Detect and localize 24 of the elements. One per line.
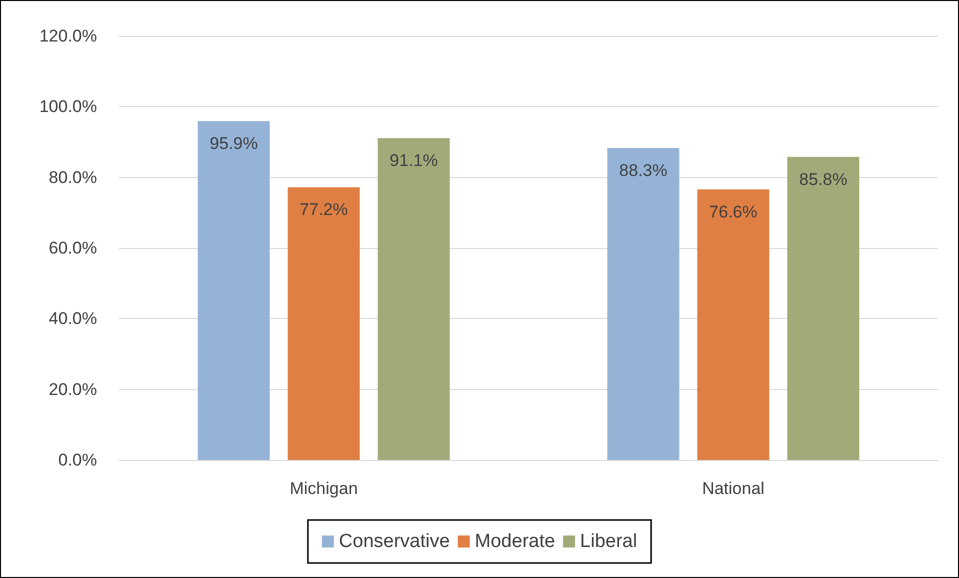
data-label: 91.1%	[390, 151, 438, 170]
y-tick-label: 60.0%	[48, 238, 97, 258]
data-label: 88.3%	[619, 161, 668, 180]
bar	[378, 138, 450, 460]
bar	[607, 148, 680, 460]
bar	[697, 189, 770, 460]
y-tick-label: 100.0%	[39, 97, 97, 116]
bar	[787, 156, 860, 460]
y-tick-label: 0.0%	[58, 450, 97, 470]
y-tick-label: 120.0%	[39, 26, 97, 46]
x-tick-label: National	[702, 479, 764, 498]
legend-label: Moderate	[474, 531, 556, 552]
y-tick-label: 80.0%	[48, 168, 97, 187]
data-label: 85.8%	[799, 170, 848, 189]
data-label: 76.6%	[709, 202, 758, 222]
y-tick-label: 40.0%	[48, 309, 97, 328]
legend-label: Liberal	[580, 531, 638, 552]
bar	[198, 121, 270, 460]
legend-label: Conservative	[338, 531, 450, 552]
y-tick-label: 20.0%	[48, 380, 97, 399]
x-tick-label: Michigan	[290, 479, 358, 498]
bar	[288, 187, 360, 460]
data-label: 95.9%	[210, 134, 258, 154]
data-label: 77.2%	[300, 200, 348, 220]
